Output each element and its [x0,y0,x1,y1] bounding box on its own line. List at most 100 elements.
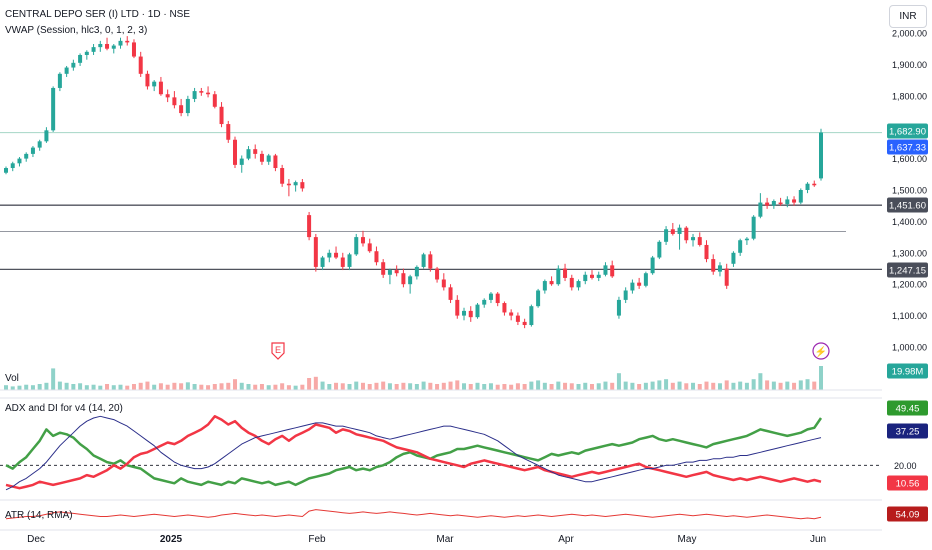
volume-bar [630,382,635,390]
volume-bar [307,378,312,390]
candle-body [414,266,419,277]
adx-tag-bg [887,423,928,439]
candle-body [515,315,520,322]
candle-body [765,202,770,206]
volume-bar [360,382,365,390]
price-tick-label: 1,500.00 [892,186,927,196]
price-tick-label: 1,800.00 [892,91,927,101]
volume-bar [589,384,594,390]
price-tag: 1,247.15 [889,266,926,277]
price-tag-bg [887,123,928,139]
candle-body [360,237,365,244]
volume-bar [529,381,534,390]
price-tag-bg [887,139,928,155]
candle-body [596,274,601,278]
candle-body [394,270,399,274]
dividend-marker: ⚡ [812,342,830,360]
volume-bar [57,381,62,390]
volume-bar [239,382,244,390]
volume-bar [334,382,339,390]
price-tag-bg [887,262,928,278]
candle-body [482,299,487,305]
candle-body [522,321,527,326]
candle-body [691,237,696,241]
adx-tag-bg [887,475,928,491]
volume-bar [475,382,480,390]
candle-body [367,243,372,252]
candle-body [17,158,22,164]
volume-bar [293,385,298,390]
candle-body [435,268,440,280]
candle-body [697,237,702,245]
x-tick-label: May [678,534,697,545]
volume-bar [347,384,352,390]
volume-bar [401,382,406,390]
volume-bar [542,382,547,390]
volume-bar [118,384,123,390]
candle-body [495,293,500,304]
volume-bar [637,384,642,390]
volume-bar [44,382,49,390]
candle-body [165,94,170,98]
candle-body [84,51,89,55]
candles [4,36,823,329]
x-tick-label: Mar [436,534,454,545]
price-tick-label: 1,900.00 [892,60,927,70]
volume-bar [765,380,770,390]
volume-bar [751,379,756,390]
volume-bar [98,385,103,390]
volume-bar [206,385,211,390]
candle-body [280,168,285,184]
volume-bar [78,383,83,390]
volume-bar [731,382,736,390]
currency-button[interactable]: INR [889,5,927,28]
candle-body [589,274,594,278]
volume-bar [468,384,473,390]
candle-body [51,87,56,131]
candle-body [529,306,534,326]
candle-body [717,265,722,272]
adx-tag: 37.25 [896,427,920,438]
volume-bar [185,382,190,390]
volume-bar [37,384,42,390]
volume-bar [111,385,116,390]
candle-body [731,252,736,264]
candle-body [758,202,763,217]
candle-body [563,268,568,278]
x-tick-label: Apr [558,534,574,545]
volume-bar [286,385,291,390]
volume-bar [300,384,305,390]
volume-bar [340,383,345,390]
candle-body [792,199,797,203]
candle-body [226,124,231,140]
candle-body [125,40,130,43]
candle-body [334,252,339,258]
volume-bar [488,383,493,390]
price-tick-label: 1,300.00 [892,248,927,258]
candle-body [812,183,817,186]
volume-bar [502,384,507,390]
candle-body [206,92,211,95]
candle-body [623,290,628,300]
volume-bar [367,384,372,390]
adx-series-line [5,415,822,491]
atr-tag: 54.09 [896,510,920,521]
candle-body [542,281,547,291]
candle-body [286,183,291,186]
candle-body [657,241,662,258]
volume-bar [125,385,130,390]
candle-body [212,94,217,107]
candle-body [138,56,143,74]
candle-body [650,257,655,274]
volume-bar [138,382,143,390]
volume-bar [4,385,8,390]
volume-bar [596,383,601,390]
volume-bar [758,373,763,390]
volume-bar [273,384,278,390]
candle-body [509,312,514,316]
volume-bar [697,384,702,390]
price-tag: 1,682.90 [889,127,926,138]
candle-body [684,227,689,241]
volume-bar [233,379,238,390]
